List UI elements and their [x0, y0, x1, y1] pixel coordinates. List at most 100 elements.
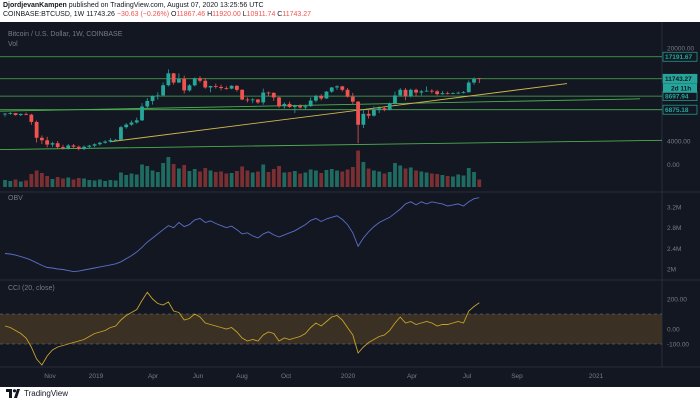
volume-bar: [477, 179, 482, 187]
candle-body: [456, 92, 461, 94]
volume-bar: [393, 163, 397, 187]
candle-body: [319, 96, 324, 99]
volume-bar: [287, 172, 292, 187]
time-tick-label: Nov: [44, 373, 56, 380]
candle-body: [250, 99, 255, 101]
price-label-box: [662, 73, 698, 84]
tradingview-logo-icon: [6, 389, 20, 398]
volume-bar: [18, 181, 23, 187]
volume-bar: [213, 172, 218, 187]
obv-tick-label: 2M: [667, 267, 676, 274]
candle-body: [398, 89, 403, 96]
volume-bar: [356, 150, 360, 187]
candle-body: [408, 89, 413, 97]
candle-body: [113, 139, 118, 141]
volume-bar: [208, 170, 213, 187]
price-label-box: [662, 51, 698, 62]
candle-body: [335, 86, 339, 88]
brand-name: TradingView: [24, 389, 69, 398]
volume-bar: [414, 170, 418, 187]
candle-body: [414, 89, 418, 93]
candle-body: [71, 145, 76, 147]
candle-body: [76, 146, 81, 150]
volume-bar: [177, 168, 181, 187]
countdown-box: [663, 83, 697, 93]
volume-bar: [192, 169, 197, 187]
candle-body: [103, 141, 108, 143]
candle-body: [97, 142, 102, 145]
last-price: 11743.26: [86, 11, 115, 18]
candle-body: [166, 73, 171, 86]
volume-bar: [403, 168, 408, 187]
volume-bar: [45, 176, 50, 187]
candle-body: [192, 78, 197, 86]
volume-bar: [134, 174, 139, 187]
volume-bar: [366, 168, 371, 187]
price-change: −30.63 (−0.26%): [116, 11, 170, 18]
candle-body: [324, 91, 329, 99]
volume-bar: [161, 163, 165, 187]
candle-body: [472, 78, 476, 83]
volume-bar: [103, 181, 108, 187]
volume-bar: [398, 165, 403, 187]
volume-bar: [34, 170, 39, 187]
candle-body: [340, 86, 345, 90]
volume-bar: [429, 173, 434, 187]
cci-tick-label: 0.00: [667, 327, 680, 334]
volume-bar: [424, 172, 429, 187]
volume-bar: [66, 177, 71, 187]
author[interactable]: DjordjevanKampen: [3, 2, 67, 9]
candle-body: [150, 96, 155, 101]
candle-body: [345, 89, 350, 97]
ohlc-line: COINBASE:BTCUSD, 1W 11743.26 −30.63 (−0.…: [3, 11, 312, 18]
price-tick-label: 20000.00: [667, 46, 694, 53]
volume-bar: [271, 169, 276, 187]
candle-body: [377, 108, 382, 110]
candle-body: [145, 100, 150, 107]
chart-svg[interactable]: 20000.0010000.004000.000.003.2M2.8M2.4M2…: [0, 22, 700, 387]
candle-body: [435, 91, 440, 95]
candle-body: [329, 87, 334, 92]
main-title: Bitcoin / U.S. Dollar, 1W, COINBASE: [8, 31, 123, 38]
candle-body: [361, 113, 366, 125]
candle-body: [419, 91, 424, 93]
time-tick-label: Sep: [511, 373, 523, 380]
tradingview-brand[interactable]: TradingView: [6, 389, 68, 398]
volume-bar: [234, 171, 239, 187]
candle-body: [198, 78, 202, 81]
volume-bar: [445, 176, 450, 187]
volume-bar: [129, 173, 134, 187]
volume-bar: [182, 165, 187, 187]
volume-bar: [55, 177, 60, 187]
candle-body: [429, 90, 434, 92]
chart-area[interactable]: 20000.0010000.004000.000.003.2M2.8M2.4M2…: [0, 22, 700, 387]
time-tick-label: 2019: [89, 373, 104, 380]
countdown-text: 2d 11h: [671, 86, 691, 93]
time-tick-label: Apr: [148, 373, 159, 380]
volume-bar: [187, 171, 192, 187]
candle-body: [350, 96, 355, 102]
volume-bar: [124, 175, 129, 187]
time-tick-label: Apr: [407, 373, 418, 380]
volume-bar: [282, 172, 287, 187]
obv-tick-label: 3.2M: [667, 205, 681, 212]
candle-body: [29, 114, 34, 122]
volume-bar: [97, 179, 102, 187]
candle-body: [266, 92, 271, 94]
candle-body: [18, 113, 23, 116]
candle-body: [61, 147, 65, 149]
volume-bar: [203, 168, 208, 187]
candle-body: [234, 85, 239, 90]
volume-bar: [261, 164, 266, 187]
volume-bar: [140, 164, 144, 187]
candle-body: [140, 106, 144, 121]
candle-body: [66, 145, 71, 149]
volume-bar: [150, 170, 155, 187]
footer: TradingView: [0, 387, 700, 402]
volume-bar: [456, 174, 461, 187]
price-tick-label: 4000.00: [667, 139, 691, 146]
price-label-box: [662, 104, 698, 115]
volume-bar: [372, 170, 376, 187]
candle-body: [24, 113, 28, 115]
volume-bar: [113, 180, 118, 187]
